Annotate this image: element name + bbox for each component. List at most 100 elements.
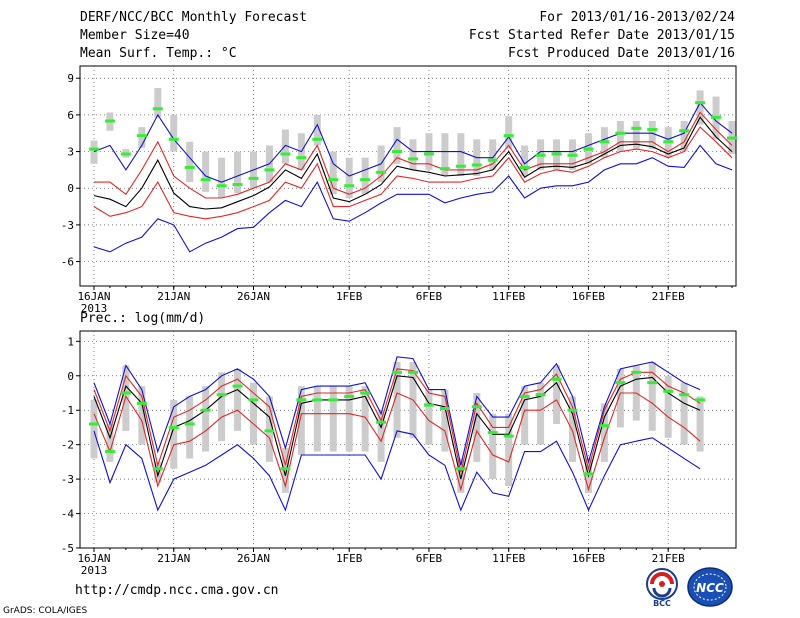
x-tick-label: 21FEB [652,290,685,303]
ensemble-box [664,375,672,438]
ensemble-box [537,382,545,445]
observed-marker [328,178,339,182]
observed-marker [599,140,610,144]
observed-marker [679,393,690,397]
observed-marker [471,163,482,167]
ensemble-box [505,413,513,486]
header-member-size: Member Size=40 [80,28,190,43]
observed-marker [695,101,706,105]
observed-marker [631,126,642,130]
x-tick-label: 1FEB [336,552,363,565]
observed-marker [551,152,562,156]
ensemble-box [186,141,194,183]
observed-marker [583,472,594,476]
header-start-date: Fcst Started Refer Date 2013/01/15 [468,28,735,43]
observed-marker [89,147,99,151]
ensemble-box [186,396,194,459]
series-line-lower-outer [93,430,701,512]
ensemble-box [154,461,162,483]
x-tick-label: 21JAN [157,290,190,303]
x-tick-label: 1FEB [336,290,363,303]
plot-frame [79,330,737,549]
ensemble-box [441,133,449,176]
observed-marker [519,165,530,169]
x-tick-label: 16JAN [77,290,110,303]
ensemble-box [680,382,688,445]
x-tick-sublabel: 2013 [81,564,108,577]
observed-marker [535,153,546,157]
observed-marker [184,165,195,169]
observed-marker [679,129,690,133]
ensemble-box [393,362,401,438]
y-tick-label: -4 [61,508,75,521]
series-line-ensemble-mean [93,116,733,210]
observed-marker [152,467,163,471]
x-tick-label: 16JAN [77,552,110,565]
x-tick-label: 11FEB [492,552,525,565]
header-produced-date: Fcst Produced Date 2013/01/16 [508,46,735,61]
x-tick-label: 11FEB [492,290,525,303]
ensemble-box [361,386,369,452]
observed-marker [519,394,530,398]
ensemble-box [696,90,704,125]
observed-marker [280,467,291,471]
observed-marker [439,407,450,410]
ensemble-box [106,424,114,462]
observed-marker [312,137,323,141]
observed-marker [567,408,578,412]
ensemble-box [218,157,226,198]
observed-marker [392,370,403,374]
ensemble-box [345,386,353,452]
observed-marker [583,147,594,151]
header-period: For 2013/01/16-2013/02/24 [539,10,735,25]
ensemble-box [281,129,289,164]
observed-marker [264,429,275,433]
observed-marker [296,156,307,160]
ensemble-box [632,121,640,150]
header-variable: Mean Surf. Temp.: °C [80,46,237,61]
observed-marker [344,394,355,398]
footer-url[interactable]: http://cmdp.ncc.cma.gov.cn [75,583,279,598]
y-tick-label: -2 [61,439,74,452]
ensemble-box [457,458,465,493]
y-tick-label: 0 [67,182,74,195]
x-tick-label: 21FEB [652,552,685,565]
ensemble-box [90,140,98,164]
observed-marker [136,134,147,138]
header-title: DERF/NCC/BCC Monthly Forecast [80,10,307,25]
observed-marker [392,150,403,154]
observed-marker [248,398,259,402]
ensemble-box [393,127,401,164]
observed-marker [503,434,514,438]
ensemble-box [313,114,321,146]
x-tick-label: 16FEB [572,552,605,565]
y-tick-label: -6 [61,256,74,269]
observed-marker [344,184,355,188]
observed-marker [727,136,737,140]
x-tick-label: 6FEB [416,552,443,565]
observed-marker [360,391,371,395]
ensemble-box [505,116,513,150]
observed-marker [503,134,514,138]
observed-marker [408,370,418,374]
ensemble-box [281,448,289,493]
observed-marker [615,131,626,135]
ensemble-box [90,399,98,459]
ensemble-box [202,386,210,452]
observed-marker [232,183,243,187]
observed-marker [376,420,387,424]
observed-marker [663,140,674,144]
ensemble-box [154,88,162,118]
observed-marker [248,176,259,180]
ensemble-box [313,386,321,452]
observed-marker [376,170,387,174]
ensemble-box [425,389,433,445]
ensemble-box [329,151,337,195]
observed-marker [647,381,658,385]
series-line-upper-inner [94,111,733,199]
ensemble-box [234,151,242,194]
ensemble-box [600,403,608,462]
observed-marker [200,408,211,412]
observed-marker [647,128,658,132]
